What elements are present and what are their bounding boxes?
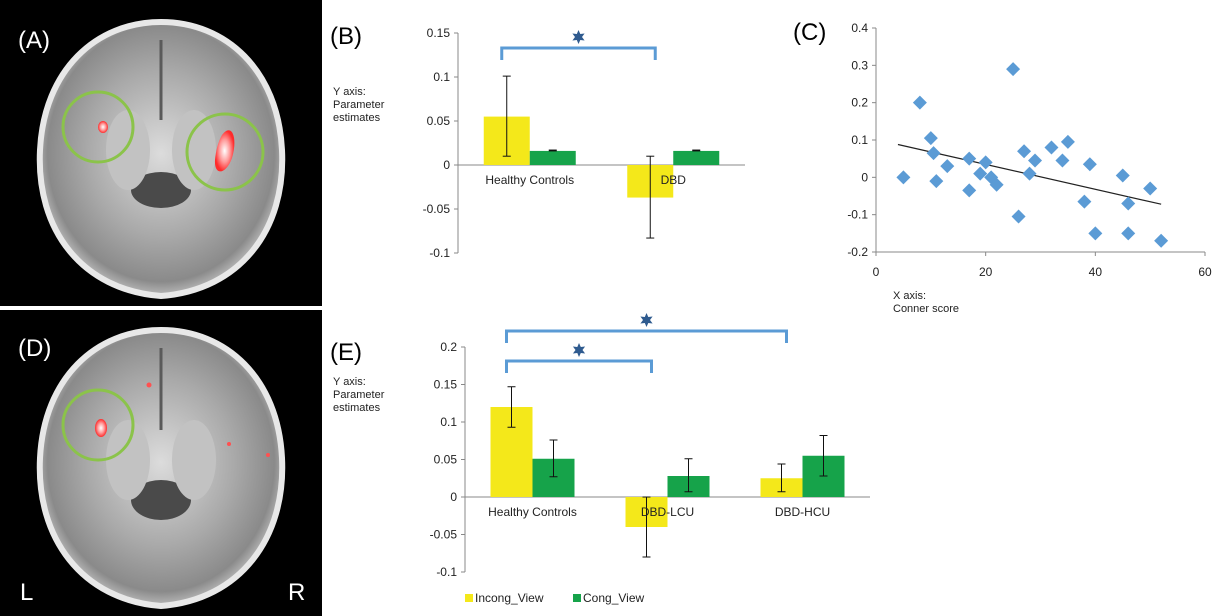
significance-bracket bbox=[507, 361, 652, 373]
category-label: Healthy Controls bbox=[485, 173, 574, 187]
y-tick-label: 0.1 bbox=[440, 415, 457, 429]
y-axis-label: Parameter bbox=[333, 99, 385, 111]
brain-d-activation-left bbox=[95, 419, 107, 437]
panel-label-a: (A) bbox=[18, 27, 50, 54]
y-axis-label: Y axis: bbox=[333, 376, 366, 388]
brain-d-activation-dot-1 bbox=[147, 383, 152, 388]
significance-star bbox=[572, 30, 584, 44]
scatter-point bbox=[1028, 154, 1042, 168]
legend-label: Incong_View bbox=[475, 591, 544, 605]
scatter-point bbox=[1006, 62, 1020, 76]
brain-a-left-structure bbox=[106, 110, 150, 190]
significance-star bbox=[573, 343, 585, 357]
chart-e: (E) 0.2 0.15 0.1 0.05 0 -0.05 -0.1 Y axis:Parame… bbox=[330, 313, 870, 605]
scatter-point bbox=[929, 174, 943, 188]
legend-label: Cong_View bbox=[583, 591, 644, 605]
legend-swatch bbox=[573, 594, 581, 602]
y-tick-label: 0.3 bbox=[851, 58, 868, 72]
brain-d-activation-dot-2 bbox=[227, 442, 231, 446]
y-tick-label: 0 bbox=[443, 158, 450, 172]
y-axis-label: estimates bbox=[333, 112, 381, 124]
scatter-point bbox=[913, 96, 927, 110]
hemisphere-label-right: R bbox=[288, 579, 305, 606]
scatter-point bbox=[940, 159, 954, 173]
x-axis-label: X axis: bbox=[893, 290, 926, 302]
category-label: DBD-LCU bbox=[641, 505, 694, 519]
chart-c: (C) 0.4 0.3 0.2 0.1 0 -0.1 -0.2 0 20 40 60 X axis:Co… bbox=[793, 19, 1212, 315]
category-label: DBD bbox=[661, 173, 687, 187]
brain-panel-a: (A) bbox=[0, 0, 322, 306]
y-tick-label: -0.05 bbox=[423, 202, 451, 216]
y-tick-label: 0 bbox=[861, 170, 868, 184]
y-tick-label: 0.4 bbox=[851, 21, 868, 35]
scatter-point bbox=[1088, 226, 1102, 240]
x-tick-label: 0 bbox=[873, 265, 880, 279]
brain-a-right-structure bbox=[172, 110, 216, 190]
scatter-point bbox=[1121, 196, 1135, 210]
significance-bracket bbox=[502, 48, 656, 60]
y-tick-label: -0.2 bbox=[847, 245, 868, 259]
y-tick-label: 0.2 bbox=[851, 96, 868, 110]
y-tick-label: 0.1 bbox=[433, 70, 450, 84]
panel-label-b: (B) bbox=[330, 23, 362, 50]
y-axis-label: estimates bbox=[333, 402, 381, 414]
panel-label-c: (C) bbox=[793, 19, 826, 46]
y-tick-label: 0.2 bbox=[440, 340, 457, 354]
y-tick-label: -0.1 bbox=[429, 246, 450, 260]
scatter-point bbox=[927, 146, 941, 160]
bar-cong-view bbox=[530, 151, 576, 165]
x-tick-label: 20 bbox=[979, 265, 993, 279]
x-tick-label: 40 bbox=[1089, 265, 1103, 279]
significance-bracket bbox=[507, 331, 787, 343]
scatter-point bbox=[1121, 226, 1135, 240]
panel-label-e: (E) bbox=[330, 339, 362, 366]
brain-d-activation-dot-3 bbox=[266, 453, 270, 457]
y-tick-label: -0.05 bbox=[430, 528, 458, 542]
x-tick-label: 60 bbox=[1198, 265, 1212, 279]
scatter-point bbox=[1077, 195, 1091, 209]
scatter-point bbox=[1055, 154, 1069, 168]
scatter-point bbox=[1143, 182, 1157, 196]
x-axis-label: Conner score bbox=[893, 303, 959, 315]
y-tick-label: -0.1 bbox=[847, 208, 868, 222]
scatter-point bbox=[1061, 135, 1075, 149]
scatter-point bbox=[1012, 210, 1026, 224]
scatter-point bbox=[1154, 234, 1168, 248]
category-label: DBD-HCU bbox=[775, 505, 830, 519]
scatter-point bbox=[924, 131, 938, 145]
scatter-point bbox=[962, 152, 976, 166]
y-tick-label: 0.05 bbox=[427, 114, 451, 128]
brain-d-left-structure bbox=[106, 420, 150, 500]
y-tick-label: 0.15 bbox=[427, 26, 451, 40]
scatter-point bbox=[896, 170, 910, 184]
hemisphere-label-left: L bbox=[20, 579, 33, 606]
panel-label-d: (D) bbox=[18, 335, 51, 362]
y-axis-label: Parameter bbox=[333, 389, 385, 401]
scatter-point bbox=[962, 183, 976, 197]
brain-panel-d: (D) L R bbox=[0, 310, 322, 616]
bar-cong-view bbox=[673, 151, 719, 165]
scatter-point bbox=[1083, 157, 1097, 171]
brain-a-activation-left bbox=[98, 121, 108, 133]
y-tick-label: 0.1 bbox=[851, 133, 868, 147]
significance-star bbox=[640, 313, 652, 327]
y-tick-label: 0 bbox=[450, 490, 457, 504]
y-tick-label: -0.1 bbox=[436, 565, 457, 579]
category-label: Healthy Controls bbox=[488, 505, 577, 519]
scatter-point bbox=[1044, 140, 1058, 154]
scatter-point bbox=[1017, 144, 1031, 158]
y-axis-label: Y axis: bbox=[333, 86, 366, 98]
y-tick-label: 0.15 bbox=[434, 378, 458, 392]
brain-d-right-structure bbox=[172, 420, 216, 500]
y-tick-label: 0.05 bbox=[434, 453, 458, 467]
legend-swatch bbox=[465, 594, 473, 602]
scatter-point bbox=[1023, 167, 1037, 181]
chart-b: (B) 0.15 0.1 0.05 0 -0.05 -0.1 Y axis:Parameter… bbox=[330, 23, 745, 260]
scatter-point bbox=[1116, 168, 1130, 182]
